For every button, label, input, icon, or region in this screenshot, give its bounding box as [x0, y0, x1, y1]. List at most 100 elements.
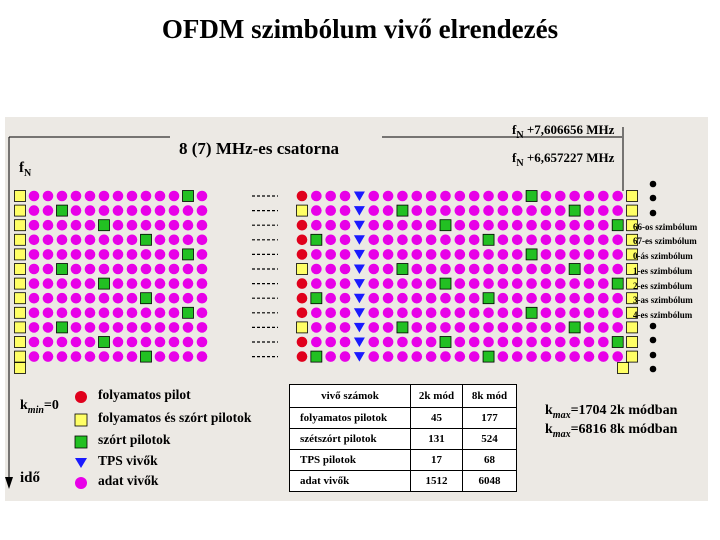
data-carrier	[112, 263, 124, 275]
scattered-pilot	[310, 292, 323, 305]
data-carrier	[540, 219, 552, 231]
continual-pilot	[296, 307, 308, 319]
data-carrier	[339, 219, 351, 231]
data-carrier	[154, 307, 166, 319]
data-carrier	[154, 278, 166, 289]
data-carrier	[397, 336, 408, 348]
data-carrier	[511, 263, 523, 275]
data-carrier	[126, 190, 138, 202]
data-carrier	[468, 249, 480, 260]
data-carrier	[168, 190, 180, 202]
data-carrier	[425, 322, 437, 333]
scattered-pilot	[439, 336, 452, 348]
data-carrier	[339, 292, 351, 304]
data-carrier	[468, 205, 480, 216]
data-carrier	[112, 322, 124, 333]
symbol-label: 66-os szimbólum	[633, 222, 698, 232]
data-carrier	[196, 249, 208, 260]
data-carrier	[598, 278, 609, 289]
data-carrier	[397, 249, 408, 260]
data-carrier	[126, 234, 138, 246]
continual-pilot	[296, 234, 308, 246]
scattered-pilot	[310, 233, 323, 246]
data-carrier	[28, 249, 40, 260]
data-carrier	[368, 292, 380, 304]
data-carrier	[28, 205, 40, 216]
data-carrier	[440, 307, 451, 319]
data-carrier	[411, 219, 423, 231]
data-carrier	[612, 307, 623, 319]
table-cell: TPS pilotok	[289, 449, 411, 471]
data-carrier	[526, 219, 537, 231]
data-carrier	[140, 219, 152, 231]
data-carrier	[511, 307, 523, 319]
data-carrier	[540, 322, 552, 333]
data-carrier	[168, 322, 180, 333]
table-cell: 45	[410, 407, 463, 429]
data-carrier	[540, 234, 552, 246]
data-carrier	[339, 336, 351, 348]
data-carrier	[28, 322, 40, 333]
data-carrier	[140, 307, 152, 319]
table-cell: adat vivők	[289, 470, 411, 492]
data-carrier	[70, 205, 82, 216]
data-carrier	[425, 234, 437, 246]
data-carrier	[84, 234, 96, 246]
data-carrier	[154, 234, 166, 246]
data-carrier	[182, 322, 194, 333]
scattered-pilot	[525, 306, 538, 319]
data-carrier	[397, 278, 408, 289]
data-carrier	[511, 249, 523, 260]
data-carrier	[397, 190, 408, 202]
data-carrier	[497, 263, 509, 275]
data-carrier	[339, 249, 351, 260]
data-carrier	[126, 292, 138, 304]
data-carrier	[368, 322, 380, 333]
data-carrier	[583, 219, 595, 231]
data-carrier	[555, 249, 566, 260]
data-carrier	[497, 322, 509, 333]
data-carrier	[368, 351, 380, 362]
data-carrier	[497, 307, 509, 319]
data-carrier	[483, 322, 494, 333]
scattered-pilot	[482, 233, 495, 246]
data-carrier	[483, 190, 494, 202]
scattered-pilot	[568, 321, 581, 334]
data-carrier	[497, 336, 509, 348]
data-carrier	[182, 205, 194, 216]
data-carrier	[454, 205, 466, 216]
data-carrier	[28, 219, 40, 231]
data-carrier	[140, 249, 152, 260]
scattered-pilot	[611, 219, 624, 232]
continual-and-scattered-pilot	[626, 350, 638, 363]
continual-pilot	[296, 278, 308, 289]
data-carrier	[382, 190, 394, 202]
data-carrier	[140, 336, 152, 348]
continual-pilot	[296, 190, 308, 202]
data-carrier	[598, 322, 609, 333]
continual-pilot	[296, 292, 308, 304]
data-carrier	[382, 249, 394, 260]
data-carrier	[526, 351, 537, 362]
kmax-2k-label: kmax=1704 2k módban	[545, 403, 678, 421]
data-carrier	[311, 219, 322, 231]
data-carrier	[598, 351, 609, 362]
data-carrier	[368, 336, 380, 348]
data-carrier	[98, 307, 110, 319]
data-carrier	[612, 205, 623, 216]
data-carrier	[483, 278, 494, 289]
data-carrier	[325, 263, 337, 275]
data-carrier	[555, 351, 566, 362]
data-carrier	[382, 205, 394, 216]
data-carrier	[425, 336, 437, 348]
continual-and-scattered-pilot	[626, 336, 638, 348]
data-carrier	[555, 336, 566, 348]
scattered-pilot	[98, 219, 110, 232]
green-square-icon	[74, 435, 88, 449]
data-carrier	[382, 322, 394, 333]
data-carrier	[526, 263, 537, 275]
fn-label: fN	[19, 160, 32, 179]
data-carrier	[84, 322, 96, 333]
data-carrier	[555, 278, 566, 289]
data-carrier	[440, 351, 451, 362]
